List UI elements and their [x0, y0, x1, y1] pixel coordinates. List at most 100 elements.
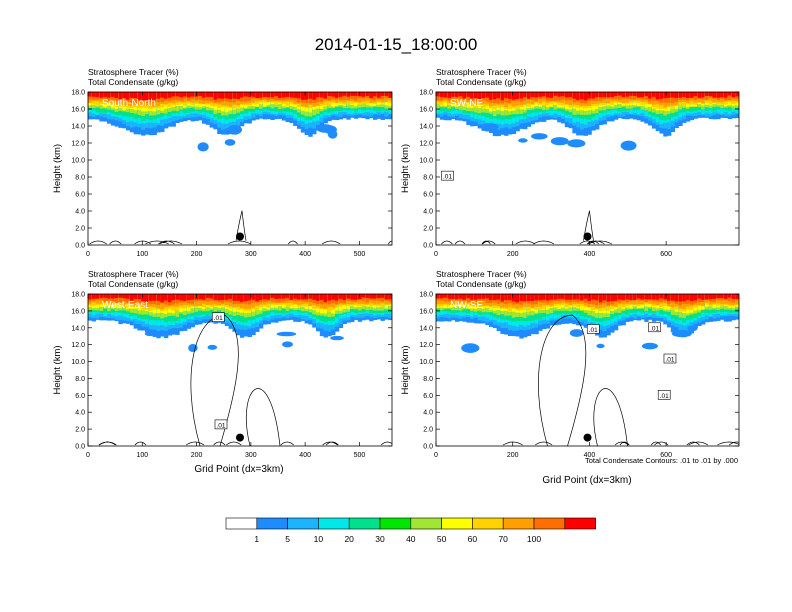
tracer-column — [667, 92, 672, 98]
tracer-column — [88, 92, 93, 97]
tracer-column — [247, 92, 252, 97]
tracer-column — [369, 294, 374, 299]
tracer-column — [489, 294, 494, 301]
tracer-column — [148, 294, 154, 301]
contour-label-text: .01 — [665, 357, 674, 364]
colorbar-cell — [410, 517, 442, 530]
tracer-column — [712, 92, 717, 98]
y-tick-label: 4.0 — [423, 209, 433, 216]
tracer-column — [606, 92, 611, 98]
tracer-column — [346, 92, 351, 97]
tracer-column — [606, 294, 611, 302]
tracer-column — [376, 92, 382, 98]
colorbar-cell — [502, 517, 535, 530]
tracer-column — [274, 294, 279, 299]
tracer-column — [576, 92, 581, 101]
tracer-column — [240, 294, 245, 303]
tracer-column — [523, 92, 528, 98]
tracer-column — [255, 294, 260, 302]
tracer-column — [583, 294, 588, 299]
y-tick-label: 10.0 — [419, 158, 433, 165]
tracer-column — [466, 294, 471, 299]
colorbar-label: 60 — [468, 534, 478, 544]
tracer-column — [126, 92, 131, 100]
contour-label: .01 — [657, 390, 671, 400]
tracer-column — [492, 294, 498, 301]
y-tick-label: 14.0 — [71, 325, 85, 332]
contour-label-text: .01 — [589, 327, 598, 334]
tracer-column — [485, 294, 490, 304]
panel-south-north: Stratosphere Tracer (%)Total Condensate … — [52, 67, 393, 258]
tracer-column — [232, 294, 237, 301]
tracer-column — [278, 294, 283, 299]
tracer-column — [731, 92, 736, 98]
tracer-column — [674, 92, 679, 99]
tracer-patch — [188, 344, 198, 352]
tracer-column — [602, 92, 607, 98]
tracer-column — [735, 92, 739, 97]
x-axis-label-left: Grid Point (dx=3km) — [194, 464, 283, 475]
tracer-column — [678, 294, 683, 302]
tracer-column — [591, 92, 596, 99]
y-axis-label: Height (km) — [52, 144, 63, 193]
tracer-column — [496, 294, 501, 300]
colorbar-cell — [533, 517, 566, 530]
tracer-column — [338, 294, 344, 299]
contour-label-box — [657, 390, 671, 400]
tracer-column — [447, 294, 452, 299]
tracer-column — [156, 294, 161, 301]
panel-label: SW-NE — [450, 98, 483, 109]
tracer-column — [655, 92, 660, 100]
cloud-contour — [593, 388, 628, 446]
tracer-column — [171, 294, 176, 301]
tracer-column — [451, 294, 456, 300]
tracer-column — [186, 92, 192, 98]
tracer-column — [667, 294, 672, 301]
y-tick-label: 12.0 — [419, 141, 433, 148]
tracer-column — [663, 92, 668, 99]
tracer-column — [568, 92, 573, 98]
tracer-column — [579, 294, 585, 301]
tracer-column — [685, 92, 691, 98]
colorbar-label: 50 — [437, 534, 447, 544]
tracer-column — [564, 92, 570, 98]
tracer-column — [145, 92, 150, 101]
tracer-column — [568, 294, 573, 300]
condensate-contours — [441, 210, 613, 245]
tracer-column — [110, 92, 116, 97]
y-tick-label: 8.0 — [423, 376, 433, 383]
colorbar: 1 5 10 20 30 40 50 60 70 100 — [225, 517, 596, 544]
y-tick-label: 14.0 — [71, 124, 85, 131]
tracer-column — [538, 294, 543, 301]
tracer-column — [179, 92, 184, 98]
tracer-column — [217, 92, 222, 99]
y-tick-label: 14.0 — [419, 325, 433, 332]
tracer-patch — [276, 331, 297, 337]
tracer-patch — [531, 133, 548, 140]
tracer-patch — [461, 343, 480, 353]
tracer-column — [91, 92, 97, 97]
cloud-contour — [190, 314, 239, 446]
tracer-column — [274, 92, 279, 97]
tracer-column — [338, 92, 344, 97]
tracer-column — [485, 92, 490, 98]
x-tick-label: 100 — [136, 251, 148, 258]
tracer-column — [221, 92, 226, 99]
location-marker — [236, 232, 244, 241]
tracer-column — [335, 92, 340, 98]
contour-label-box — [214, 419, 228, 430]
y-axis-label: Height (km) — [400, 345, 411, 394]
tracer-column — [361, 92, 366, 97]
tracer-column — [678, 92, 683, 98]
tracer-column — [327, 294, 332, 301]
y-tick-label: 0.0 — [423, 243, 433, 250]
x-tick-label: 0 — [86, 251, 90, 258]
colorbar-cell — [287, 517, 319, 530]
tracer-column — [103, 92, 108, 97]
tracer-column — [243, 92, 249, 97]
tracer-column — [179, 294, 184, 301]
tracer-column — [481, 92, 486, 99]
tracer-column — [236, 92, 241, 99]
y-tick-label: 4.0 — [75, 209, 85, 216]
